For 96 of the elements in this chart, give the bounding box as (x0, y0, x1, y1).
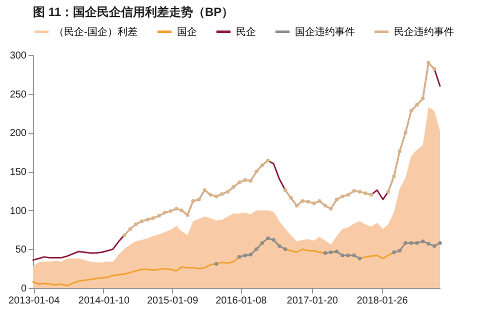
point (266, 236, 270, 240)
point (157, 214, 161, 218)
point (151, 216, 156, 220)
point (168, 209, 172, 213)
point (409, 241, 414, 245)
legend-label: 国企 (177, 26, 197, 38)
point (369, 192, 374, 197)
point (392, 174, 396, 178)
point (254, 247, 258, 252)
point (300, 199, 304, 203)
point (352, 254, 356, 258)
y-tick-label: 200 (10, 128, 27, 140)
point (134, 222, 138, 226)
y-tick-label: 250 (10, 89, 27, 100)
point (214, 262, 218, 266)
point (340, 194, 344, 198)
point (128, 227, 132, 231)
point (404, 241, 408, 245)
y-tick-label: 0 (20, 284, 27, 294)
point (243, 178, 248, 182)
point (358, 256, 362, 260)
point (232, 185, 236, 189)
x-tick-label: 2014-01-10 (78, 296, 130, 306)
point (220, 192, 224, 196)
x-tick-label: 2013-01-04 (8, 296, 60, 306)
point (248, 252, 253, 256)
y-tick-label: 150 (10, 167, 27, 178)
chart-title: 图 11：国企民企信用利差走势（BP） (33, 5, 234, 19)
point (122, 233, 126, 238)
point (426, 242, 430, 246)
point (415, 241, 419, 245)
legend-label: 民企 (236, 26, 256, 38)
x-tick-label: 2017-01-20 (286, 296, 338, 306)
point (415, 102, 419, 107)
point (278, 244, 282, 248)
point (420, 96, 425, 100)
point (283, 247, 288, 252)
point (340, 254, 344, 258)
point (260, 163, 264, 168)
point (174, 206, 178, 211)
point (306, 200, 310, 204)
point (243, 254, 248, 258)
point (180, 208, 184, 212)
point (289, 196, 293, 200)
point (254, 170, 258, 174)
point (392, 250, 396, 254)
point (346, 254, 350, 258)
point (352, 189, 356, 193)
point (237, 255, 242, 259)
point (386, 190, 390, 194)
point (398, 149, 402, 154)
x-tick-label: 2015-01-09 (146, 296, 199, 306)
point (358, 190, 362, 194)
point (398, 248, 402, 253)
point (323, 251, 328, 255)
point (202, 188, 207, 192)
point (426, 60, 430, 65)
point (364, 191, 368, 196)
point (294, 204, 299, 208)
point (237, 180, 242, 184)
point (318, 199, 322, 203)
x-tick-label: 2018-01-26 (356, 296, 408, 306)
point (248, 178, 253, 183)
legend-label: （民企-国企）利差 (54, 26, 138, 38)
point (260, 241, 264, 245)
point (329, 206, 333, 211)
legend-label: 国企违约事件 (295, 26, 355, 38)
point (162, 210, 167, 215)
y-tick-label: 50 (15, 244, 27, 256)
point (186, 213, 190, 217)
point (272, 238, 276, 242)
point (226, 190, 230, 194)
point (432, 244, 436, 248)
point (266, 158, 270, 162)
y-tick-label: 100 (10, 206, 27, 217)
x-tick-label: 2016-01-08 (216, 296, 268, 306)
point (438, 241, 442, 245)
point (140, 219, 144, 224)
point (323, 204, 328, 208)
point (197, 198, 201, 202)
point (334, 250, 339, 254)
point (404, 130, 408, 135)
point (214, 194, 218, 198)
point (191, 199, 196, 203)
point (208, 192, 212, 197)
point (420, 240, 425, 244)
point (409, 109, 414, 113)
point (146, 218, 150, 222)
y-tick-label: 300 (10, 50, 27, 62)
point (312, 201, 316, 206)
point (432, 67, 436, 71)
legend-label: 民企违约事件 (394, 26, 454, 38)
point (283, 188, 288, 192)
point (334, 198, 339, 202)
point (329, 250, 333, 254)
point (346, 192, 350, 197)
